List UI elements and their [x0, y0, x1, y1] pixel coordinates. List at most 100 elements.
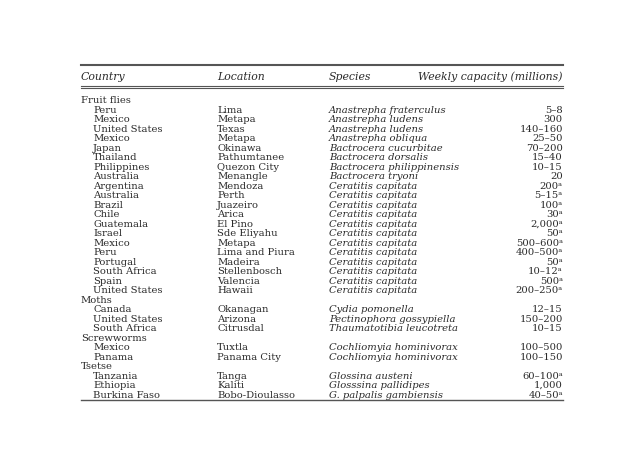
- Text: Mendoza: Mendoza: [217, 181, 264, 191]
- Text: Country: Country: [81, 72, 126, 82]
- Text: Ceratitis capitata: Ceratitis capitata: [329, 220, 418, 228]
- Text: Canada: Canada: [93, 305, 132, 314]
- Text: Stellenbosch: Stellenbosch: [217, 267, 283, 276]
- Text: 100ᵃ: 100ᵃ: [539, 201, 563, 210]
- Text: Pectinophora gossypiella: Pectinophora gossypiella: [329, 315, 456, 324]
- Text: Japan: Japan: [93, 143, 122, 153]
- Text: Species: Species: [329, 72, 372, 82]
- Text: Mexico: Mexico: [93, 239, 130, 248]
- Text: Glossina austeni: Glossina austeni: [329, 372, 413, 381]
- Text: Chile: Chile: [93, 210, 119, 219]
- Text: 50ᵃ: 50ᵃ: [546, 229, 563, 238]
- Text: Location: Location: [217, 72, 265, 82]
- Text: Lima and Piura: Lima and Piura: [217, 248, 295, 257]
- Text: Cochliomyia hominivorax: Cochliomyia hominivorax: [329, 343, 458, 352]
- Text: Peru: Peru: [93, 248, 117, 257]
- Text: Ceratitis capitata: Ceratitis capitata: [329, 210, 418, 219]
- Text: Argentina: Argentina: [93, 181, 144, 191]
- Text: Hawaii: Hawaii: [217, 286, 253, 295]
- Text: 2,000ᵃ: 2,000ᵃ: [530, 220, 563, 228]
- Text: Panama: Panama: [93, 353, 133, 361]
- Text: Anastrepha fraterculus: Anastrepha fraterculus: [329, 106, 447, 115]
- Text: Spain: Spain: [93, 276, 122, 286]
- Text: Anastrepha ludens: Anastrepha ludens: [329, 115, 425, 124]
- Text: 200ᵃ: 200ᵃ: [540, 181, 563, 191]
- Text: Ceratitis capitata: Ceratitis capitata: [329, 191, 418, 200]
- Text: United States: United States: [93, 315, 163, 324]
- Text: Bactrocera philippinensis: Bactrocera philippinensis: [329, 163, 459, 172]
- Text: Screwworms: Screwworms: [81, 334, 147, 343]
- Text: Guatemala: Guatemala: [93, 220, 148, 228]
- Text: Valencia: Valencia: [217, 276, 260, 286]
- Text: 200–250ᵃ: 200–250ᵃ: [516, 286, 563, 295]
- Text: Kaliti: Kaliti: [217, 381, 244, 390]
- Text: Ceratitis capitata: Ceratitis capitata: [329, 286, 418, 295]
- Text: Bactrocera cucurbitae: Bactrocera cucurbitae: [329, 143, 443, 153]
- Text: Ceratitis capitata: Ceratitis capitata: [329, 239, 418, 248]
- Text: Menangle: Menangle: [217, 172, 268, 181]
- Text: Mexico: Mexico: [93, 343, 130, 352]
- Text: 20: 20: [550, 172, 563, 181]
- Text: 60–100ᵃ: 60–100ᵃ: [522, 372, 563, 381]
- Text: Metapa: Metapa: [217, 115, 256, 124]
- Text: Quezon City: Quezon City: [217, 163, 279, 172]
- Text: 100–500: 100–500: [519, 343, 563, 352]
- Text: Bobo-Dioulasso: Bobo-Dioulasso: [217, 391, 295, 400]
- Text: Weekly capacity (millions): Weekly capacity (millions): [418, 72, 563, 82]
- Text: 400–500ᵃ: 400–500ᵃ: [516, 248, 563, 257]
- Text: Pathumtanee: Pathumtanee: [217, 153, 284, 162]
- Text: 50ᵃ: 50ᵃ: [546, 258, 563, 266]
- Text: Ceratitis capitata: Ceratitis capitata: [329, 276, 418, 286]
- Text: 15–40: 15–40: [532, 153, 563, 162]
- Text: Ceratitis capitata: Ceratitis capitata: [329, 181, 418, 191]
- Text: United States: United States: [93, 286, 163, 295]
- Text: Ethiopia: Ethiopia: [93, 381, 136, 390]
- Text: Fruit flies: Fruit flies: [81, 96, 131, 105]
- Text: Peru: Peru: [93, 106, 117, 115]
- Text: Tanga: Tanga: [217, 372, 248, 381]
- Text: 10–12ᵃ: 10–12ᵃ: [528, 267, 563, 276]
- Text: Mexico: Mexico: [93, 134, 130, 143]
- Text: Ceratitis capitata: Ceratitis capitata: [329, 267, 418, 276]
- Text: 10–15: 10–15: [532, 163, 563, 172]
- Text: 140–160: 140–160: [519, 125, 563, 133]
- Text: Arizona: Arizona: [217, 315, 256, 324]
- Text: Israel: Israel: [93, 229, 122, 238]
- Text: Thailand: Thailand: [93, 153, 138, 162]
- Text: 5–8: 5–8: [545, 106, 563, 115]
- Text: 500ᵃ: 500ᵃ: [540, 276, 563, 286]
- Text: Ceratitis capitata: Ceratitis capitata: [329, 248, 418, 257]
- Text: Okanagan: Okanagan: [217, 305, 269, 314]
- Text: Madeira: Madeira: [217, 258, 260, 266]
- Text: Anastrepha obliqua: Anastrepha obliqua: [329, 134, 428, 143]
- Text: Bactrocera dorsalis: Bactrocera dorsalis: [329, 153, 428, 162]
- Text: 12–15: 12–15: [532, 305, 563, 314]
- Text: Cydia pomonella: Cydia pomonella: [329, 305, 414, 314]
- Text: Sde Eliyahu: Sde Eliyahu: [217, 229, 278, 238]
- Text: 100–150: 100–150: [519, 353, 563, 361]
- Text: 40–50ᵃ: 40–50ᵃ: [528, 391, 563, 400]
- Text: 10–15: 10–15: [532, 324, 563, 333]
- Text: 5–15ᵃ: 5–15ᵃ: [534, 191, 563, 200]
- Text: Metapa: Metapa: [217, 239, 256, 248]
- Text: Cochliomyia hominivorax: Cochliomyia hominivorax: [329, 353, 458, 361]
- Text: El Pino: El Pino: [217, 220, 253, 228]
- Text: 500–600ᵃ: 500–600ᵃ: [516, 239, 563, 248]
- Text: Australia: Australia: [93, 172, 139, 181]
- Text: Tuxtla: Tuxtla: [217, 343, 249, 352]
- Text: Juazeiro: Juazeiro: [217, 201, 259, 210]
- Text: South Africa: South Africa: [93, 267, 157, 276]
- Text: Australia: Australia: [93, 191, 139, 200]
- Text: G. palpalis gambiensis: G. palpalis gambiensis: [329, 391, 443, 400]
- Text: Okinawa: Okinawa: [217, 143, 262, 153]
- Text: Panama City: Panama City: [217, 353, 281, 361]
- Text: Ceratitis capitata: Ceratitis capitata: [329, 229, 418, 238]
- Text: Mexico: Mexico: [93, 115, 130, 124]
- Text: Bactrocera tryoni: Bactrocera tryoni: [329, 172, 418, 181]
- Text: Philippines: Philippines: [93, 163, 149, 172]
- Text: Texas: Texas: [217, 125, 246, 133]
- Text: Anastrepha ludens: Anastrepha ludens: [329, 125, 425, 133]
- Text: Lima: Lima: [217, 106, 242, 115]
- Text: Metapa: Metapa: [217, 134, 256, 143]
- Text: Thaumatotibia leucotreta: Thaumatotibia leucotreta: [329, 324, 458, 333]
